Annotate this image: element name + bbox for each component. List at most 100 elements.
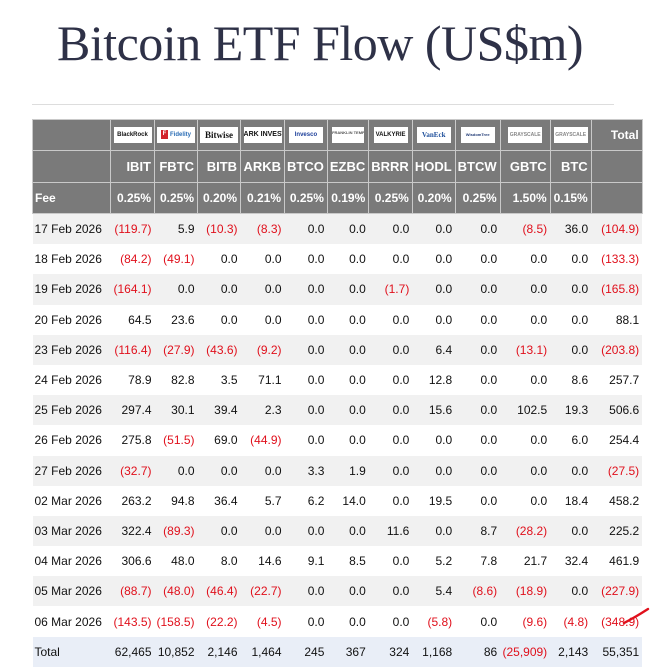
ticker-header-btcw: BTCW (454, 150, 501, 183)
table-row: 25 Feb 2026 297.4 30.1 39.4 2.3 0.0 0.0 0.0 15.6… (32, 395, 643, 426)
fee-cell: 0.25% (368, 182, 413, 214)
table-row: 06 Mar 2026 (143.5) (158.5) (22.2) (4.5) 0.0 0… (32, 606, 643, 637)
flow-cell: 0.0 (284, 244, 328, 275)
ticker-header-btc: BTC (549, 150, 592, 183)
totals-label: Total (32, 636, 111, 667)
flow-cell: (4.5) (240, 606, 285, 637)
flow-cell: (13.1) (500, 334, 551, 365)
row-total-cell: 461.9 (591, 546, 643, 577)
flow-cell: (116.4) (110, 334, 155, 365)
flow-cell: 0.0 (197, 274, 241, 305)
flow-cell: 0.0 (327, 304, 369, 335)
flow-cell: 0.0 (284, 395, 328, 426)
ticker-header-ibit: IBIT (110, 150, 155, 183)
flow-cell: 21.7 (500, 546, 551, 577)
flow-cell: 0.0 (284, 576, 328, 607)
flow-cell: 263.2 (110, 485, 155, 516)
date-cell: 17 Feb 2026 (32, 213, 111, 245)
title-divider (32, 104, 614, 105)
flow-cell: 0.0 (550, 576, 592, 607)
flow-cell: 6.0 (550, 425, 592, 456)
row-total-cell: 257.7 (591, 364, 643, 396)
row-total-cell: 254.4 (591, 425, 643, 456)
flow-cell: (27.9) (154, 334, 198, 365)
flow-cell: 0.0 (284, 304, 328, 335)
flow-cell: 0.0 (327, 576, 369, 607)
table-row: 04 Mar 2026 306.6 48.0 8.0 14.6 9.1 8.5 0.0 5.2 7… (32, 546, 643, 577)
flow-cell: 14.0 (327, 485, 369, 516)
fee-row: Fee 0.25% 0.25% 0.20% 0.21% 0.25% 0.19% 0.25% 0… (32, 182, 643, 214)
flow-cell: (8.6) (455, 576, 501, 607)
flow-cell: 102.5 (500, 395, 551, 426)
flow-cell: 0.0 (240, 244, 285, 275)
flow-cell: (28.2) (500, 515, 551, 547)
cumulative-total-cell: (25,909) (500, 636, 551, 667)
flow-cell: 32.4 (550, 546, 592, 577)
fee-cell: 1.50% (499, 182, 551, 214)
date-cell: 05 Mar 2026 (32, 576, 111, 607)
flow-cell: 0.0 (284, 213, 328, 245)
flow-cell: (8.3) (240, 213, 285, 245)
flow-cell: (32.7) (110, 455, 155, 486)
flow-cell: 0.0 (412, 244, 456, 275)
flow-cell: 0.0 (327, 606, 369, 637)
flow-cell: (44.9) (240, 425, 285, 456)
flow-cell: 0.0 (550, 274, 592, 305)
flow-cell: 0.0 (284, 515, 328, 547)
flow-cell: 0.0 (327, 274, 369, 305)
cumulative-total-cell: 10,852 (154, 636, 198, 667)
flow-cell: (48.0) (154, 576, 198, 607)
table-row: 20 Feb 2026 64.5 23.6 0.0 0.0 0.0 0.0 0.0 0.0 0.0… (32, 304, 643, 335)
date-cell: 04 Mar 2026 (32, 546, 111, 577)
table-row: 02 Mar 2026 263.2 94.8 36.4 5.7 6.2 14.0 0.0 19.… (32, 485, 643, 516)
flow-cell: 0.0 (455, 244, 501, 275)
flow-cell: 0.0 (327, 334, 369, 365)
flow-cell: 0.0 (455, 304, 501, 335)
date-cell: 06 Mar 2026 (32, 606, 111, 637)
flow-cell: 0.0 (197, 455, 241, 486)
flow-cell: 0.0 (455, 213, 501, 245)
flow-cell: 0.0 (368, 606, 413, 637)
table-row: 03 Mar 2026 322.4 (89.3) 0.0 0.0 0.0 0.0 11.6 0.… (32, 515, 643, 547)
grayscale-logo-icon: GRAYSCALE (508, 127, 543, 143)
flow-cell: 0.0 (550, 515, 592, 547)
flow-cell: 297.4 (110, 395, 155, 426)
flow-cell: 0.0 (240, 455, 285, 486)
flow-cell: 0.0 (455, 334, 501, 365)
flow-cell: 0.0 (500, 304, 551, 335)
flow-cell: (5.8) (412, 606, 456, 637)
flow-cell: 0.0 (412, 213, 456, 245)
flow-cell: 275.8 (110, 425, 155, 456)
flow-cell: 2.3 (240, 395, 285, 426)
row-total-cell: (104.9) (591, 213, 643, 245)
ticker-row: IBIT FBTC BITB ARKB BTCO EZBC BRRR HODL BTCW GBTC… (32, 150, 643, 183)
fidelity-logo-icon: F Fidelity (157, 127, 196, 143)
flow-cell: 0.0 (500, 274, 551, 305)
flow-cell: 0.0 (368, 485, 413, 516)
fee-cell: 0.25% (284, 182, 328, 214)
table-row: 19 Feb 2026 (164.1) 0.0 0.0 0.0 0.0 0.0 (1.7) 0.… (32, 274, 643, 305)
flow-cell: (88.7) (110, 576, 155, 607)
flow-cell: 8.0 (197, 546, 241, 577)
flow-cell: 19.5 (412, 485, 456, 516)
cumulative-total-cell: 2,143 (550, 636, 592, 667)
flow-cell: 0.0 (455, 606, 501, 637)
flow-cell: 0.0 (412, 425, 456, 456)
flow-cell: (43.6) (197, 334, 241, 365)
flow-cell: (9.2) (240, 334, 285, 365)
issuer-logo-cell: Invesco (284, 119, 328, 151)
flow-cell: 5.9 (154, 213, 198, 245)
flow-cell: 0.0 (327, 425, 369, 456)
flow-cell: 0.0 (455, 485, 501, 516)
date-cell: 25 Feb 2026 (32, 395, 111, 426)
flow-cell: 0.0 (327, 244, 369, 275)
table-row: 24 Feb 2026 78.9 82.8 3.5 71.1 0.0 0.0 0.0 12.8 0… (32, 364, 643, 396)
issuer-logo-cell: WisdomTree (454, 119, 501, 151)
flow-cell: 94.8 (154, 485, 198, 516)
flow-cell: 0.0 (455, 425, 501, 456)
flow-cell: 0.0 (368, 576, 413, 607)
row-total-cell: 458.2 (591, 485, 643, 516)
flow-cell: 0.0 (240, 515, 285, 547)
flow-cell: 322.4 (110, 515, 155, 547)
